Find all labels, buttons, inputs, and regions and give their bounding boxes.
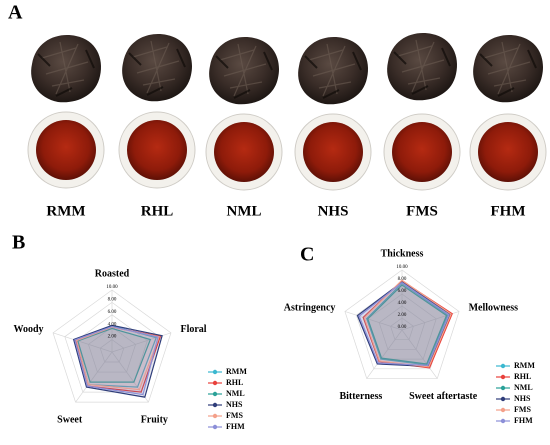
spoke [75, 351, 113, 403]
spoke [344, 311, 403, 331]
legend-swatch [500, 374, 506, 380]
axis-label: Mellowness [469, 303, 519, 314]
legend-swatch [212, 391, 218, 397]
legend-label: NML [226, 389, 245, 398]
panel-label: B [12, 232, 25, 254]
legend-label: NHS [226, 400, 243, 409]
axis-label: Fruity [141, 415, 168, 426]
radar-area [72, 324, 163, 398]
axis-label: Woody [14, 324, 44, 335]
axis-label: Astringency [284, 303, 336, 314]
spoke [401, 329, 438, 379]
y-tick-label: 10.00 [106, 285, 118, 290]
spoke [111, 351, 149, 403]
legend-label: NHS [514, 394, 531, 403]
y-tick-label: 6.00 [398, 289, 407, 294]
legend-label: FHM [514, 416, 533, 425]
tea-leaves [30, 32, 544, 106]
legend-swatch [500, 407, 506, 413]
axis-label: Floral [180, 324, 206, 335]
legend-label: FHM [226, 422, 245, 431]
radar-area [367, 284, 448, 365]
axis-label: Bitterness [339, 391, 382, 402]
legend-swatch [212, 413, 218, 419]
y-tick-label: 10.00 [396, 265, 408, 270]
legend-label: RHL [226, 378, 243, 387]
legend-label: FMS [514, 405, 531, 414]
legend-label: FMS [226, 411, 243, 420]
sample-label: RMM [46, 203, 85, 219]
spoke [52, 332, 113, 353]
legend-swatch [212, 369, 218, 375]
legend-swatch [500, 396, 506, 402]
legend-swatch [500, 385, 506, 391]
sample-label: FHM [491, 203, 526, 219]
y-tick-label: 4.00 [108, 322, 117, 327]
y-tick-label: 0.00 [398, 325, 407, 330]
legend-swatch [212, 424, 218, 430]
grid-line [367, 293, 437, 360]
grid-line [390, 317, 414, 341]
axis-label: Roasted [95, 268, 130, 279]
sample-label: NHS [318, 203, 349, 219]
spoke [401, 311, 460, 331]
legend-label: RHL [514, 372, 531, 381]
legend-swatch [500, 418, 506, 424]
grid-line [344, 269, 460, 379]
tea-infusions [27, 111, 547, 191]
legend-label: RMM [514, 361, 535, 370]
axis-label: Sweet [57, 415, 83, 426]
y-tick-label: 8.00 [108, 298, 117, 303]
sample-label: NML [227, 203, 262, 219]
radar-area [365, 282, 449, 366]
axis-label: Sweet aftertaste [409, 391, 478, 402]
grid-line [378, 305, 426, 350]
radar-area [358, 281, 450, 367]
sample-label: RHL [141, 203, 174, 219]
grid-line [64, 301, 160, 393]
axis-label: Thickness [381, 248, 424, 259]
y-tick-label: 2.00 [398, 313, 407, 318]
grid-line [99, 339, 125, 363]
legend-swatch [500, 363, 506, 369]
legend-label: RMM [226, 367, 247, 376]
y-tick-label: 6.00 [108, 310, 117, 315]
spoke [366, 329, 403, 379]
sample-label: FMS [406, 203, 438, 219]
legend-label: NML [514, 383, 533, 392]
y-tick-label: 4.00 [398, 301, 407, 306]
radar-area [74, 325, 159, 396]
grid-line [52, 289, 172, 403]
y-tick-label: 2.00 [108, 335, 117, 340]
legend-swatch [212, 402, 218, 408]
y-tick-label: 8.00 [398, 277, 407, 282]
legend-swatch [212, 380, 218, 386]
panel-label: C [300, 244, 314, 266]
radar-area [356, 281, 452, 368]
radar-area [77, 327, 152, 383]
panel-label: A [8, 2, 23, 24]
grid-line [88, 326, 136, 373]
